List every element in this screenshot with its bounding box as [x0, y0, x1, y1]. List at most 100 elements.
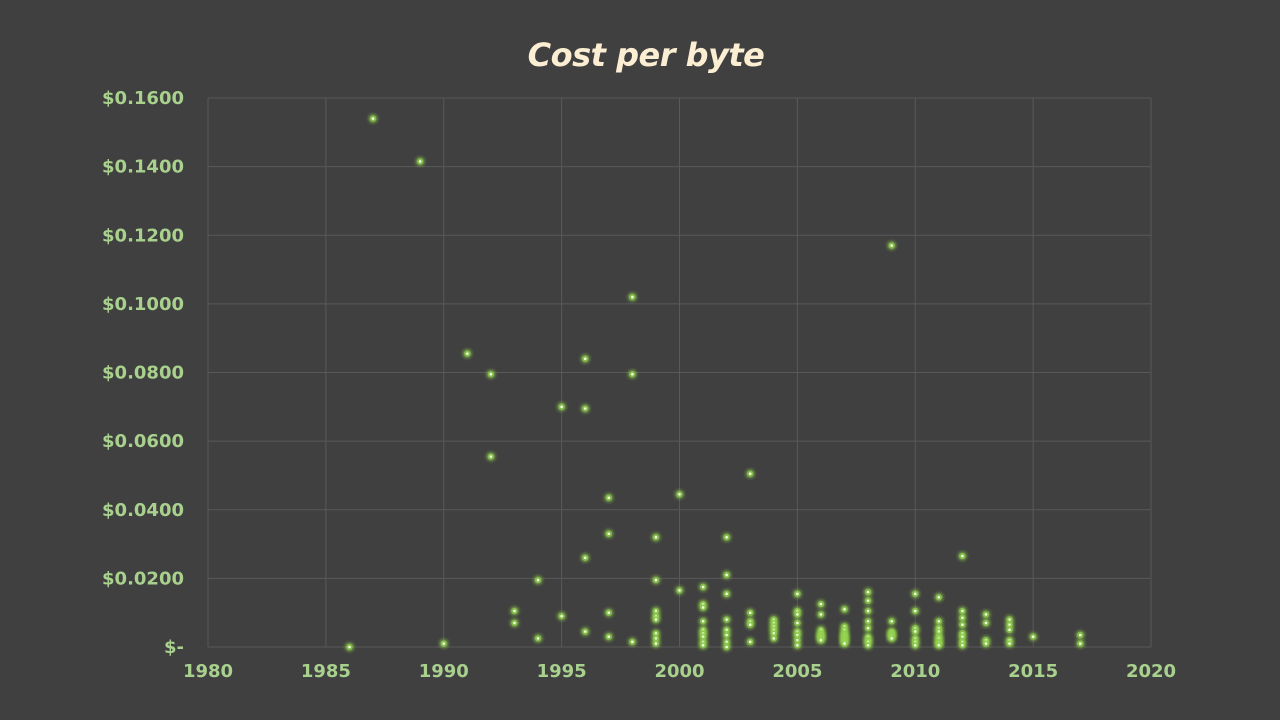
data-point-core [961, 554, 964, 558]
data-point-core [866, 609, 870, 613]
x-tick-label: 1985 [301, 661, 351, 682]
data-point-core [725, 633, 728, 637]
y-tick-label: $0.1600 [102, 88, 184, 109]
data-point-core [725, 535, 728, 539]
data-point-core [725, 645, 728, 649]
data-point-core [772, 637, 776, 640]
data-point-core [796, 621, 799, 625]
data-point-core [678, 493, 681, 496]
x-tick-label: 2020 [1126, 661, 1176, 682]
y-tick-label: $- [164, 637, 184, 658]
y-axis-ticks: $- $0.0200 $0.0400 $0.0600 $0.0800 $0.1000 $0.… [102, 88, 184, 658]
data-point-core [631, 372, 634, 376]
y-tick-label: $0.1200 [102, 225, 184, 246]
data-point-core [890, 637, 893, 640]
data-point-core [890, 244, 893, 247]
data-point-core [678, 589, 681, 592]
data-point-core [560, 614, 563, 618]
data-point-core [654, 609, 658, 613]
data-point-core [866, 643, 870, 647]
data-point-core [984, 613, 988, 616]
data-point-core [796, 643, 799, 647]
data-point-core [701, 606, 705, 609]
data-points [346, 115, 1084, 651]
data-point-core [748, 611, 752, 614]
data-point-core [772, 631, 776, 635]
data-point-core [631, 295, 634, 299]
data-point-core [961, 616, 964, 620]
data-point-core [937, 619, 941, 623]
data-point-core [489, 455, 493, 458]
data-point-core [937, 643, 941, 647]
data-point-core [1008, 628, 1011, 632]
data-point-core [866, 590, 870, 594]
data-point-core [796, 613, 799, 616]
data-point-core [843, 607, 846, 611]
data-point-core [701, 643, 705, 647]
data-point-core [536, 637, 540, 640]
data-point-core [937, 630, 941, 633]
data-point-core [654, 637, 658, 640]
data-point-core [1078, 633, 1082, 637]
data-point-core [466, 352, 469, 355]
data-point-core [961, 643, 964, 647]
data-point-core [583, 630, 587, 633]
data-point-core [442, 642, 446, 645]
y-tick-label: $0.0200 [102, 568, 184, 589]
data-point-core [348, 645, 351, 649]
data-point-core [583, 357, 587, 361]
data-point-core [513, 609, 516, 613]
data-point-core [819, 638, 823, 642]
data-point-core [984, 621, 988, 625]
data-point-core [819, 602, 823, 606]
y-tick-label: $0.0800 [102, 363, 184, 384]
data-point-core [654, 642, 658, 645]
data-point-core [725, 573, 728, 577]
data-point-core [725, 628, 728, 632]
data-point-core [536, 578, 540, 582]
data-point-core [1031, 635, 1035, 639]
data-point-core [866, 626, 870, 630]
data-point-core [607, 611, 611, 614]
data-point-core [725, 592, 728, 596]
data-point-core [725, 618, 728, 621]
data-point-core [583, 407, 587, 410]
data-point-core [654, 631, 658, 635]
y-tick-label: $0.0600 [102, 431, 184, 452]
data-point-core [725, 640, 728, 644]
data-point-core [513, 621, 516, 625]
gridlines [207, 97, 1152, 648]
y-tick-label: $0.1400 [102, 157, 184, 178]
data-point-core [984, 642, 988, 645]
data-point-core [1078, 642, 1082, 645]
data-point-core [560, 405, 563, 409]
data-point-core [796, 592, 799, 596]
data-point-core [748, 640, 752, 644]
data-point-core [913, 630, 917, 633]
data-point-core [583, 556, 587, 560]
data-point-core [607, 635, 611, 639]
data-point-core [489, 372, 493, 376]
data-point-core [866, 599, 870, 602]
data-point-core [913, 643, 917, 647]
data-point-core [1008, 618, 1011, 621]
x-tick-label: 1980 [183, 661, 233, 682]
x-tick-label: 2010 [890, 661, 940, 682]
x-tick-label: 2000 [654, 661, 704, 682]
data-point-core [1008, 642, 1011, 645]
data-point-core [796, 638, 799, 642]
x-tick-label: 1995 [537, 661, 587, 682]
data-point-core [371, 117, 375, 120]
data-point-core [843, 642, 846, 645]
data-point-core [748, 472, 752, 476]
y-tick-label: $0.0400 [102, 500, 184, 521]
data-point-core [607, 496, 611, 500]
x-axis-ticks: 1980 1985 1990 1995 2000 2005 2010 2015 2020 [183, 661, 1176, 682]
y-tick-label: $0.1000 [102, 294, 184, 315]
data-point-core [701, 635, 705, 639]
data-point-core [937, 595, 941, 599]
data-point-core [796, 633, 799, 637]
data-point-core [701, 585, 705, 589]
